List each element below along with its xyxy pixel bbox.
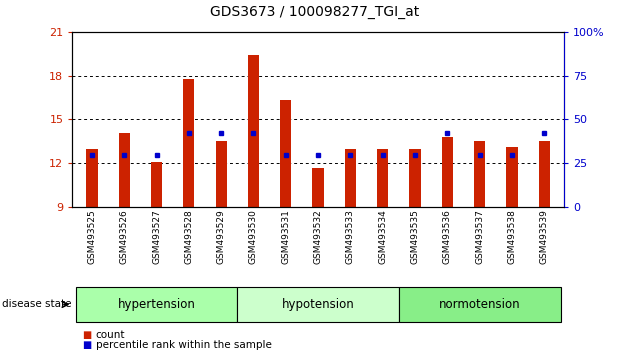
- Text: hypertension: hypertension: [118, 298, 195, 311]
- Text: GSM493535: GSM493535: [411, 209, 420, 264]
- Text: GSM493537: GSM493537: [475, 209, 484, 264]
- Text: ■: ■: [82, 330, 91, 339]
- Text: disease state: disease state: [2, 299, 71, 309]
- Text: count: count: [96, 330, 125, 339]
- Text: GSM493532: GSM493532: [314, 209, 323, 264]
- Text: normotension: normotension: [439, 298, 520, 311]
- Text: GSM493525: GSM493525: [88, 209, 96, 264]
- Bar: [183, 79, 195, 207]
- Text: GSM493538: GSM493538: [508, 209, 517, 264]
- Text: GSM493533: GSM493533: [346, 209, 355, 264]
- Bar: [442, 137, 453, 207]
- Text: GSM493526: GSM493526: [120, 209, 129, 264]
- Text: GSM493530: GSM493530: [249, 209, 258, 264]
- Bar: [377, 149, 389, 207]
- Text: GSM493534: GSM493534: [378, 209, 387, 264]
- Text: GSM493527: GSM493527: [152, 209, 161, 264]
- Text: hypotension: hypotension: [282, 298, 355, 311]
- Bar: [539, 141, 550, 207]
- Bar: [86, 149, 98, 207]
- Bar: [76, 287, 238, 322]
- Bar: [215, 141, 227, 207]
- Text: GSM493528: GSM493528: [185, 209, 193, 264]
- Text: percentile rank within the sample: percentile rank within the sample: [96, 340, 272, 350]
- Text: GSM493536: GSM493536: [443, 209, 452, 264]
- Text: GSM493539: GSM493539: [540, 209, 549, 264]
- Bar: [507, 147, 518, 207]
- Bar: [410, 149, 421, 207]
- Bar: [345, 149, 356, 207]
- Text: ■: ■: [82, 340, 91, 350]
- Bar: [238, 287, 399, 322]
- Bar: [474, 141, 486, 207]
- Bar: [280, 101, 292, 207]
- Text: GSM493529: GSM493529: [217, 209, 226, 264]
- Bar: [248, 55, 259, 207]
- Text: GDS3673 / 100098277_TGI_at: GDS3673 / 100098277_TGI_at: [210, 5, 420, 19]
- Bar: [312, 168, 324, 207]
- Bar: [151, 162, 162, 207]
- Bar: [118, 133, 130, 207]
- Text: GSM493531: GSM493531: [282, 209, 290, 264]
- Bar: [399, 287, 561, 322]
